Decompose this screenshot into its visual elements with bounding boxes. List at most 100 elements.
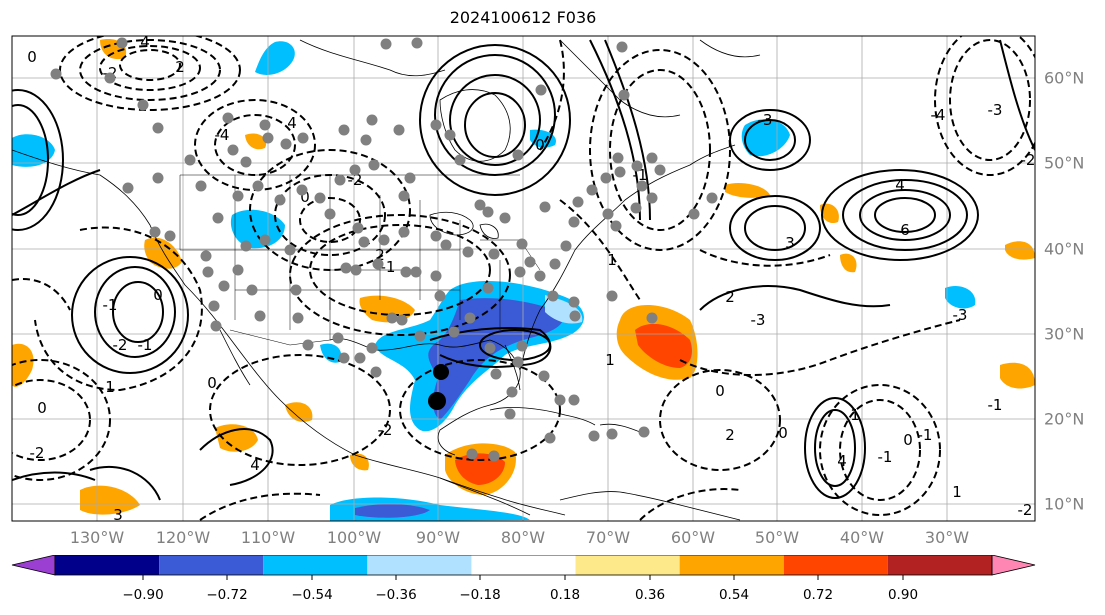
- negative-anomaly-labrador: [741, 119, 790, 157]
- station-dot: [569, 310, 581, 322]
- contour-labels: 042-4-24-2-30-1-436-24-30-2-12-10-1-2010…: [27, 36, 1035, 521]
- contour-label: -3: [953, 306, 968, 324]
- station-dot: [372, 258, 384, 270]
- station-dot: [50, 68, 62, 80]
- station-dot: [252, 180, 264, 192]
- positive-anomaly-east: [1000, 362, 1035, 389]
- station-dot: [554, 394, 566, 406]
- storm-track-marker: [433, 364, 449, 380]
- contour-label: 0: [903, 431, 913, 449]
- station-dot: [606, 290, 618, 302]
- station-dot: [164, 230, 176, 242]
- station-dot: [600, 172, 612, 184]
- station-dot: [499, 212, 511, 224]
- station-dot: [466, 448, 478, 460]
- station-dot: [434, 290, 446, 302]
- station-dot: [568, 296, 580, 308]
- contour-label: 0: [207, 374, 217, 392]
- station-dot: [284, 244, 296, 256]
- station-dot: [280, 138, 292, 150]
- station-dot: [614, 166, 626, 178]
- station-dot: [646, 192, 658, 204]
- station-dot: [538, 370, 550, 382]
- station-dot: [568, 216, 580, 228]
- contour-label: 2: [725, 426, 735, 444]
- map-title: 2024100612 F036: [449, 8, 597, 27]
- contour-label: 2: [725, 288, 735, 306]
- station-dot: [227, 144, 239, 156]
- station-dot: [484, 342, 496, 354]
- station-dot: [137, 99, 149, 111]
- station-dot: [386, 312, 398, 324]
- contour-label: 6: [900, 221, 910, 239]
- negative-anomaly-atlantic-east: [945, 285, 976, 309]
- positive-anomaly-central-america-core: [455, 453, 505, 485]
- positive-anomaly-atlantic-core: [635, 323, 692, 368]
- station-dot: [350, 264, 362, 276]
- contour-label: -4: [931, 106, 946, 124]
- station-dot: [366, 342, 378, 354]
- colorbar-extend-high: [991, 555, 1036, 576]
- lon-label: 90°W: [415, 528, 461, 547]
- contour-label: 4: [250, 456, 260, 474]
- station-dot: [240, 156, 252, 168]
- station-dot: [414, 330, 426, 342]
- lon-label: 80°W: [500, 528, 546, 547]
- south-america-north: [559, 491, 741, 521]
- station-dot: [122, 182, 134, 194]
- station-dot: [430, 270, 442, 282]
- central-america: [439, 477, 566, 516]
- contour-mid-atlantic-high: [744, 205, 806, 251]
- colorbar-tick-label: −0.36: [375, 587, 417, 603]
- station-dot: [338, 124, 350, 136]
- station-dot: [504, 408, 516, 420]
- station-dot: [612, 152, 624, 164]
- east-coast: [519, 144, 736, 371]
- station-dot: [404, 172, 416, 184]
- colorbar-segment: [263, 555, 368, 575]
- lat-label: 40°N: [1044, 239, 1085, 259]
- contour-labrador-high: [744, 119, 796, 161]
- station-dot: [314, 192, 326, 204]
- station-dot: [688, 208, 700, 220]
- colorbar-segment: [783, 555, 888, 575]
- colorbar-outline: [54, 555, 993, 576]
- station-dot: [152, 122, 164, 134]
- lon-label: 120°W: [155, 528, 211, 547]
- lon-label: 100°W: [326, 528, 382, 547]
- station-dot: [462, 246, 474, 258]
- station-dot: [646, 152, 658, 164]
- lon-label: 110°W: [240, 528, 296, 547]
- colorbar-segment: [471, 555, 576, 575]
- colorbar-segment: [55, 555, 160, 575]
- negative-anomaly-texas: [320, 343, 342, 363]
- colorbar-segment: [159, 555, 264, 575]
- station-dot: [332, 332, 344, 344]
- contour-label: 0: [778, 424, 788, 442]
- station-dot: [534, 270, 546, 282]
- station-dot: [572, 196, 584, 208]
- contour-label: 2: [375, 246, 385, 264]
- contour-label: 1: [607, 251, 617, 269]
- lat-label: 30°N: [1044, 324, 1085, 344]
- contour-caribbean-low: [839, 399, 921, 501]
- station-dot: [588, 430, 600, 442]
- lon-label: 60°W: [670, 528, 716, 547]
- station-dot: [232, 190, 244, 202]
- contour-label: -1: [878, 448, 893, 466]
- positive-anomaly-mexico-2: [285, 402, 313, 422]
- station-dot: [290, 284, 302, 296]
- colorbar-tick-label: 0.90: [887, 587, 919, 603]
- contour-label: -3: [751, 311, 766, 329]
- station-dot: [354, 352, 366, 364]
- station-dot: [547, 290, 559, 302]
- station-dot: [349, 164, 361, 176]
- colorbar-tick-label: −0.54: [291, 587, 333, 603]
- station-dot: [212, 212, 224, 224]
- station-dot: [259, 234, 271, 246]
- station-dot: [440, 239, 452, 251]
- station-dot: [259, 119, 271, 131]
- station-dot: [638, 426, 650, 438]
- colorbar-tick-label: −0.18: [459, 587, 501, 603]
